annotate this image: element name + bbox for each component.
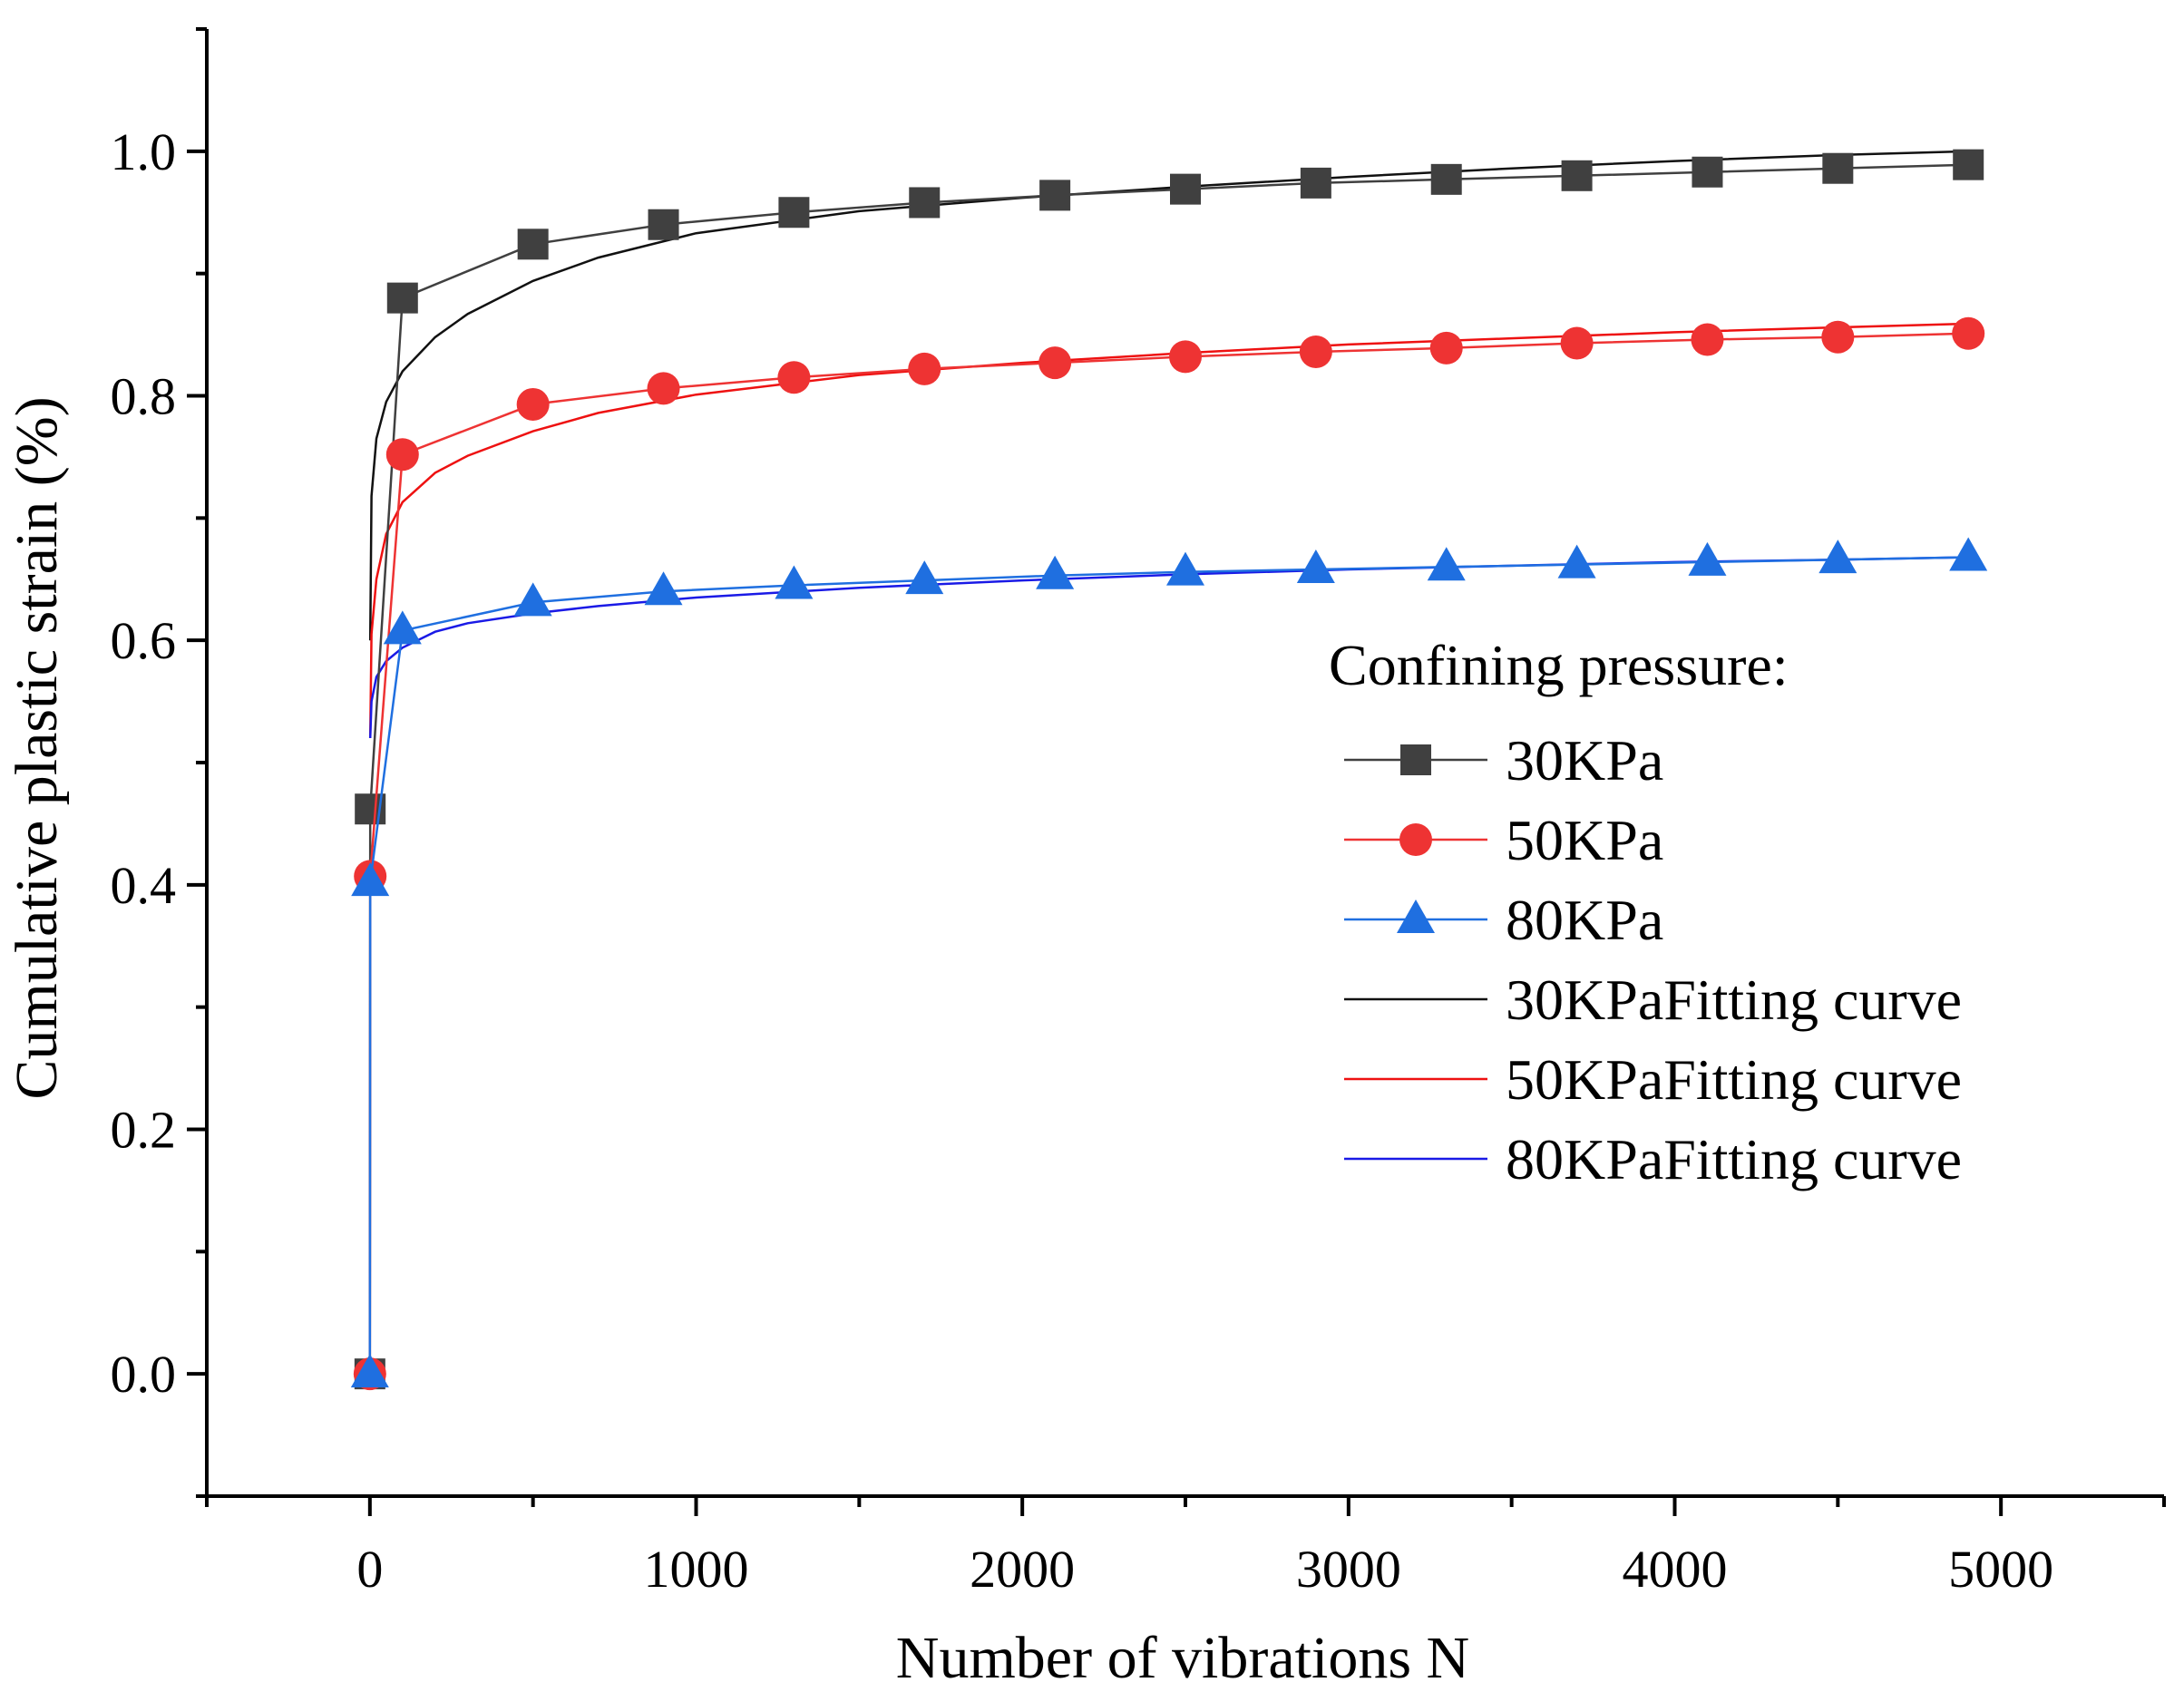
fit-series-50kpafitting-curve: [368, 322, 1969, 739]
legend-item: 50KPa: [1344, 808, 1663, 872]
data-point: [1170, 173, 1201, 205]
measured-series-80kpa: [350, 537, 1988, 1388]
data-point: [644, 571, 683, 606]
data-point: [1430, 163, 1462, 195]
y-tick-label: 1.0: [111, 122, 177, 181]
plot-series: [350, 149, 1988, 1391]
data-line: [368, 332, 1969, 1375]
legend-item: 30KPa: [1344, 728, 1663, 793]
data-point: [385, 438, 419, 472]
data-point: [351, 862, 390, 897]
y-tick-label: 0.0: [111, 1345, 177, 1404]
y-tick-label: 0.4: [111, 856, 177, 915]
axes: 0 1000 2000 3000 4000 5000 0.0 0.2 0.4 0.6 0.8 1.0: [111, 27, 2166, 1599]
x-tick-label: 2000: [970, 1540, 1075, 1599]
data-point: [386, 282, 418, 314]
data-point: [1429, 331, 1463, 365]
data-point: [1691, 323, 1724, 356]
data-point: [1692, 156, 1723, 188]
x-tick-label: 4000: [1623, 1540, 1728, 1599]
fit-series-30kpafitting-curve: [368, 150, 1969, 641]
measured-series-50kpa: [353, 316, 1985, 1391]
data-point: [1952, 316, 1985, 350]
data-point: [1166, 551, 1204, 586]
legend-label: 80KPaFitting curve: [1506, 1127, 1962, 1191]
data-point: [1039, 180, 1071, 211]
legend-item: 50KPaFitting curve: [1344, 1047, 1962, 1112]
legend-title: Confining pressure:: [1329, 633, 1789, 697]
fit-line: [368, 150, 1969, 641]
data-point: [383, 610, 422, 645]
x-tick-label: 0: [356, 1540, 383, 1599]
data-point: [778, 197, 810, 229]
data-point: [1427, 547, 1466, 581]
y-tick-label: 0.6: [111, 611, 177, 670]
x-tick-label: 1000: [644, 1540, 749, 1599]
data-point: [1688, 541, 1727, 576]
x-axis-title: Number of vibrations N: [896, 1625, 1469, 1691]
data-line: [368, 163, 1969, 1375]
data-point: [1561, 160, 1593, 191]
data-point: [350, 1354, 389, 1388]
data-point: [1296, 549, 1335, 583]
data-point: [1169, 340, 1202, 374]
data-point: [1821, 320, 1855, 354]
x-tick-label: 3000: [1296, 1540, 1401, 1599]
legend-label: 30KPaFitting curve: [1506, 968, 1962, 1032]
data-point: [1300, 167, 1331, 199]
data-point: [1557, 544, 1596, 579]
measured-series-30kpa: [354, 149, 1984, 1390]
legend-marker: [1399, 823, 1432, 856]
data-point: [1818, 540, 1857, 574]
legend: Confining pressure: 30KPa 50KPa 80KPa 30KPa…: [1329, 633, 1962, 1191]
data-point: [908, 352, 941, 385]
data-point: [516, 387, 550, 421]
data-point: [647, 372, 680, 405]
data-point: [648, 209, 679, 240]
legend-marker: [1400, 744, 1431, 775]
legend-marker: [1397, 899, 1435, 933]
data-point: [1038, 346, 1072, 380]
y-tick-label: 0.2: [111, 1101, 177, 1160]
x-tick-label: 5000: [1948, 1540, 2053, 1599]
data-point: [1299, 335, 1332, 368]
legend-item: 80KPaFitting curve: [1344, 1127, 1962, 1191]
y-axis-title: Cumulative plastic strain (%): [4, 396, 70, 1099]
legend-item: 80KPa: [1344, 888, 1663, 952]
data-point: [1822, 152, 1854, 184]
legend-label: 50KPa: [1506, 808, 1663, 872]
legend-label: 50KPaFitting curve: [1506, 1047, 1962, 1112]
legend-label: 80KPa: [1506, 888, 1663, 952]
data-point: [513, 582, 552, 617]
y-tick-label: 0.8: [111, 367, 177, 426]
data-point: [1560, 326, 1594, 360]
fit-line: [368, 322, 1969, 739]
data-point: [909, 187, 941, 219]
data-point: [517, 229, 549, 260]
data-point: [775, 565, 814, 599]
data-point: [777, 361, 811, 394]
legend-item: 30KPaFitting curve: [1344, 968, 1962, 1032]
data-point: [1953, 149, 1984, 180]
data-point: [905, 560, 944, 595]
data-point: [1949, 537, 1988, 571]
legend-label: 30KPa: [1506, 728, 1663, 793]
data-point: [1036, 555, 1075, 589]
